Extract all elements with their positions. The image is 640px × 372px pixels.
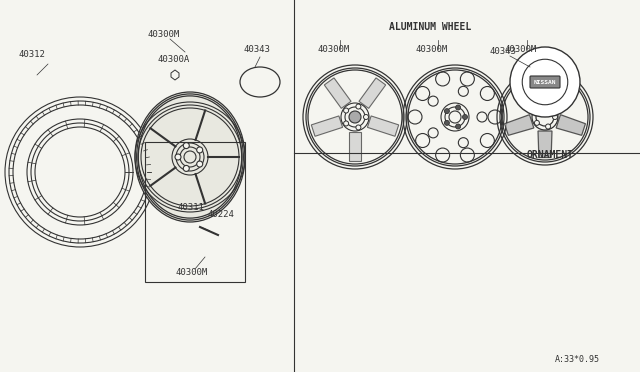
Circle shape <box>444 121 449 125</box>
Bar <box>145 142 245 282</box>
Circle shape <box>344 108 349 113</box>
Text: 40300M: 40300M <box>175 268 207 277</box>
Text: ORNAMENT: ORNAMENT <box>527 150 573 160</box>
Text: 40343: 40343 <box>490 47 517 56</box>
Text: 40343: 40343 <box>243 45 270 54</box>
Polygon shape <box>359 78 386 108</box>
Circle shape <box>196 161 203 167</box>
Circle shape <box>349 111 361 123</box>
Circle shape <box>356 125 361 130</box>
Text: 40300M: 40300M <box>148 30 180 39</box>
Text: 40300M: 40300M <box>416 45 448 54</box>
Circle shape <box>552 115 557 119</box>
Circle shape <box>456 124 461 129</box>
Polygon shape <box>516 81 543 110</box>
Polygon shape <box>324 78 351 108</box>
Polygon shape <box>349 132 361 161</box>
Text: 40300M: 40300M <box>505 45 537 54</box>
Circle shape <box>463 115 467 119</box>
Polygon shape <box>538 131 552 157</box>
Circle shape <box>364 115 369 119</box>
Circle shape <box>545 105 550 110</box>
Circle shape <box>534 109 540 113</box>
Circle shape <box>456 105 461 110</box>
Circle shape <box>545 124 550 129</box>
Circle shape <box>196 147 203 153</box>
Circle shape <box>534 121 540 125</box>
Circle shape <box>444 109 449 113</box>
Text: 40300M: 40300M <box>318 45 350 54</box>
Text: 40312: 40312 <box>18 50 45 59</box>
Polygon shape <box>504 115 534 135</box>
Text: 40224: 40224 <box>207 210 234 219</box>
Circle shape <box>175 154 181 160</box>
Circle shape <box>183 142 189 148</box>
Ellipse shape <box>135 92 245 222</box>
Polygon shape <box>367 116 399 136</box>
Circle shape <box>356 104 361 109</box>
Circle shape <box>510 47 580 117</box>
Text: 40311: 40311 <box>177 203 204 212</box>
Text: ALUMINUM WHEEL: ALUMINUM WHEEL <box>389 22 471 32</box>
Polygon shape <box>556 115 586 135</box>
Text: 40300A: 40300A <box>158 55 190 64</box>
Text: A:33*0.95: A:33*0.95 <box>555 355 600 364</box>
Polygon shape <box>548 81 574 110</box>
FancyBboxPatch shape <box>530 76 560 88</box>
Text: NISSAN: NISSAN <box>534 80 556 84</box>
Circle shape <box>183 166 189 171</box>
Polygon shape <box>311 116 342 136</box>
Circle shape <box>344 121 349 126</box>
